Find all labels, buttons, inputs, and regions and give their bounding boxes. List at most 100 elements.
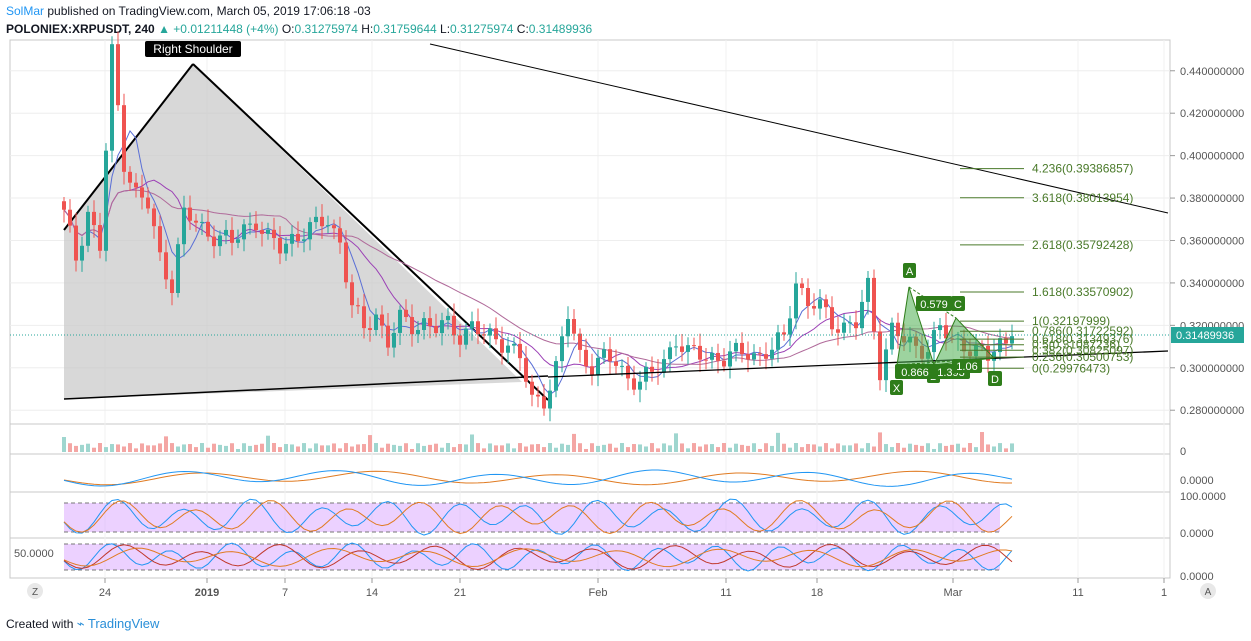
volume-bar: [554, 447, 558, 452]
candle-body: [68, 209, 72, 226]
volume-bar: [668, 445, 672, 452]
candle-body: [842, 322, 846, 333]
volume-bar: [512, 448, 516, 452]
volume-bar: [284, 444, 288, 452]
volume-bar: [656, 448, 660, 452]
candle-body: [272, 229, 276, 239]
candle-body: [650, 366, 654, 372]
volume-bar: [944, 445, 948, 452]
volume-bar: [920, 445, 924, 452]
candle-body: [506, 345, 510, 353]
pattern-ac: [908, 286, 957, 319]
volume-bar: [494, 445, 498, 452]
candle-body: [602, 349, 606, 358]
volume-bar: [176, 446, 180, 452]
stoch-tick-high: 100.0000: [1180, 491, 1226, 503]
volume-bar: [224, 445, 228, 452]
volume-bar: [92, 447, 96, 452]
stoch-d-line: [63, 500, 1013, 535]
candle-body: [440, 320, 444, 334]
candle-body: [458, 335, 462, 345]
volume-bar: [236, 448, 240, 452]
volume-bar: [956, 443, 960, 452]
price-tick-label: 0.380000000: [1180, 193, 1244, 205]
volume-bar: [908, 443, 912, 452]
support-trendline[interactable]: [547, 350, 1169, 378]
candle-body: [572, 319, 576, 334]
candle-body: [380, 314, 384, 326]
fib-level-label: 1.618(0.33570902): [1032, 285, 1133, 299]
right-shoulder-shape[interactable]: [64, 64, 522, 399]
candle-body: [878, 331, 882, 381]
volume-bar: [632, 444, 636, 452]
candle-body: [140, 187, 144, 198]
time-axis[interactable]: 24 2019 7 14 21 Feb 11 18 Mar 11 1: [99, 578, 1167, 599]
candle-body: [170, 279, 174, 294]
candle-body: [362, 306, 366, 329]
candle-body: [872, 277, 876, 332]
candle-body: [494, 328, 498, 340]
candle-body: [218, 235, 222, 247]
candle-body: [548, 390, 552, 409]
ratio-xd-label: 1.06: [956, 361, 977, 373]
zoom-left-button[interactable]: [27, 583, 43, 599]
volume-bar: [674, 433, 678, 452]
candle-body: [668, 347, 672, 360]
candle-body: [884, 349, 888, 381]
candle-body: [530, 381, 534, 395]
candle-body: [638, 381, 642, 390]
volume-bar: [626, 447, 630, 452]
macd-pane-frame: [9, 453, 1171, 493]
point-a-label: A: [906, 266, 914, 278]
candle-body: [122, 105, 126, 172]
high-value: 0.31759644: [373, 22, 437, 36]
stoch-tick-low: 0.0000: [1180, 528, 1214, 540]
volume-bar: [638, 444, 642, 452]
candle-body: [740, 342, 744, 355]
volume-bar: [290, 444, 294, 452]
shoulder-right-edge: [192, 63, 549, 401]
candle-body: [518, 343, 522, 359]
candle-body: [464, 328, 468, 345]
change-up-icon: ▲: [158, 22, 170, 36]
volume-bar: [482, 448, 486, 452]
horizontal-grid: [10, 70, 1170, 411]
volume-tick: 0: [1180, 446, 1186, 458]
volume-bar: [686, 448, 690, 452]
author-link[interactable]: SolMar: [6, 4, 45, 18]
auto-scale-button[interactable]: [1200, 583, 1216, 599]
candle-body: [230, 229, 234, 243]
volume-bar: [128, 443, 132, 452]
volume-bar: [350, 446, 354, 452]
ohlc-legend: POLONIEX:XRPUSDT, 240 ▲ +0.01211448 (+4%…: [6, 22, 592, 36]
candle-body: [566, 319, 570, 337]
volume-bar: [560, 443, 564, 452]
candle-body: [98, 225, 102, 251]
volume-bar: [302, 443, 306, 452]
volume-bar: [752, 443, 756, 452]
volume-bar: [842, 445, 846, 452]
volume-bar: [986, 444, 990, 452]
volume-bar: [614, 447, 618, 452]
volume-bar: [248, 445, 252, 452]
candle-body: [500, 339, 504, 353]
volume-bar: [332, 443, 336, 452]
volume-bar: [440, 447, 444, 452]
last-price-badge: [1171, 327, 1244, 343]
tradingview-brand[interactable]: TradingView: [87, 616, 160, 631]
candle-body: [692, 345, 696, 347]
volume-bar: [206, 447, 210, 452]
candle-body: [830, 307, 834, 330]
stoch-lines: [63, 498, 1013, 536]
price-axis[interactable]: 0.440000000 0.420000000 0.400000000 0.38000…: [1170, 66, 1244, 417]
volume-bar: [644, 446, 648, 452]
volume-bar: [824, 443, 828, 452]
resistance-trendline[interactable]: [429, 43, 1169, 214]
candle-body: [764, 354, 768, 359]
volume-bar: [188, 444, 192, 452]
right-shoulder-tag[interactable]: [145, 41, 241, 57]
volume-bar: [500, 445, 504, 452]
fib-extension[interactable]: 4.236(0.39386857) 3.618(0.38013954) 2.618(…: [960, 162, 1133, 376]
rsi-line: [63, 542, 1013, 572]
